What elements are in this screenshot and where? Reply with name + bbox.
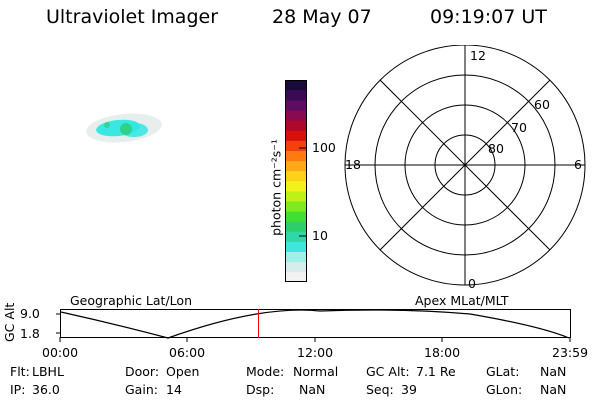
colorbar-swatch [285,110,307,121]
colorbar-swatch [285,181,307,192]
door-label: Door: [125,364,160,379]
polar-label-70: 70 [511,120,527,135]
timeline-x-tick-1200: 12:00 [297,345,334,360]
glat-label: GLat: [486,364,520,379]
timeline-y-tick-high: 9.0 [20,306,40,321]
colorbar-swatch [285,160,307,172]
colorbar-swatch [285,191,307,202]
timeline-x-tick-0600: 06:00 [169,345,206,360]
timeline-right-label: Apex MLat/MLT [415,293,509,308]
uv-bright-core-2 [104,122,110,128]
colorbar-swatch [285,100,307,111]
colorbar-unit-label: photon cm⁻²s⁻¹ [268,139,284,236]
colorbar-swatch [285,120,307,131]
uv-bright-core [120,123,132,135]
filter-label: Flt: [10,364,30,379]
colorbar-swatch [285,140,307,151]
observation-date: 28 May 07 [272,6,372,28]
observation-time: 09:19:07 UT [430,6,547,28]
gc-alt-value: 7.1 Re [416,364,456,379]
timeline-x-tick-0000: 00:00 [42,345,79,360]
colorbar-tick-100: 100 [312,140,336,155]
dsp-value: NaN [299,382,326,397]
colorbar-swatch [285,241,307,252]
colorbar-swatch [285,231,307,242]
polar-label-12: 12 [470,48,486,63]
glon-label: GLon: [486,382,523,397]
colorbar-tick-10: 10 [312,228,328,243]
instrument-title: Ultraviolet Imager [46,6,219,28]
uv-image-panel [86,113,162,143]
gc-alt-curve [60,309,570,339]
colorbar-swatch [285,90,307,101]
timeline-axis-title: GC Alt [2,302,17,342]
polar-grid: 12 18 6 0 60 70 80 [344,45,586,291]
timeline-plot-frame [60,309,571,338]
glat-value: NaN [540,364,567,379]
orbit-timeline [56,309,571,342]
timeline-x-tick-1800: 18:00 [424,345,461,360]
polar-label-80: 80 [488,141,504,156]
timeline-y-tick-low: 1.8 [20,326,40,341]
mode-label: Mode: [246,364,285,379]
colorbar-swatch [285,150,307,162]
seq-label: Seq: [366,382,394,397]
dsp-label: Dsp: [246,382,275,397]
filter-value: LBHL [32,364,64,379]
polar-label-18: 18 [345,157,361,172]
polar-label-6: 6 [574,157,582,172]
colorbar-swatch [285,130,307,141]
colorbar-swatch [285,261,307,273]
colorbar-swatch [285,211,307,222]
ip-label: IP: [10,382,26,397]
gain-value: 14 [166,382,182,397]
uv-emission-blob [86,113,162,143]
gain-label: Gain: [125,382,158,397]
polar-label-0: 0 [468,276,476,291]
mode-value: Normal [293,364,339,379]
colorbar-swatch [285,201,307,212]
polar-diagonal-2 [379,79,551,251]
colorbar-swatch [285,221,307,232]
colorbar-swatch [285,80,307,91]
colorbar-swatches [285,80,307,282]
colorbar-swatch [285,251,307,263]
colorbar [285,80,307,282]
colorbar-swatch [285,170,307,182]
gc-alt-label: GC Alt: [366,364,410,379]
seq-value: 39 [401,382,417,397]
ip-value: 36.0 [32,382,60,397]
timeline-left-label: Geographic Lat/Lon [70,293,192,308]
polar-label-60: 60 [534,97,550,112]
colorbar-swatch [285,271,307,282]
door-value: Open [166,364,200,379]
timeline-x-tick-2359: 23:59 [552,345,589,360]
glon-value: NaN [540,382,567,397]
